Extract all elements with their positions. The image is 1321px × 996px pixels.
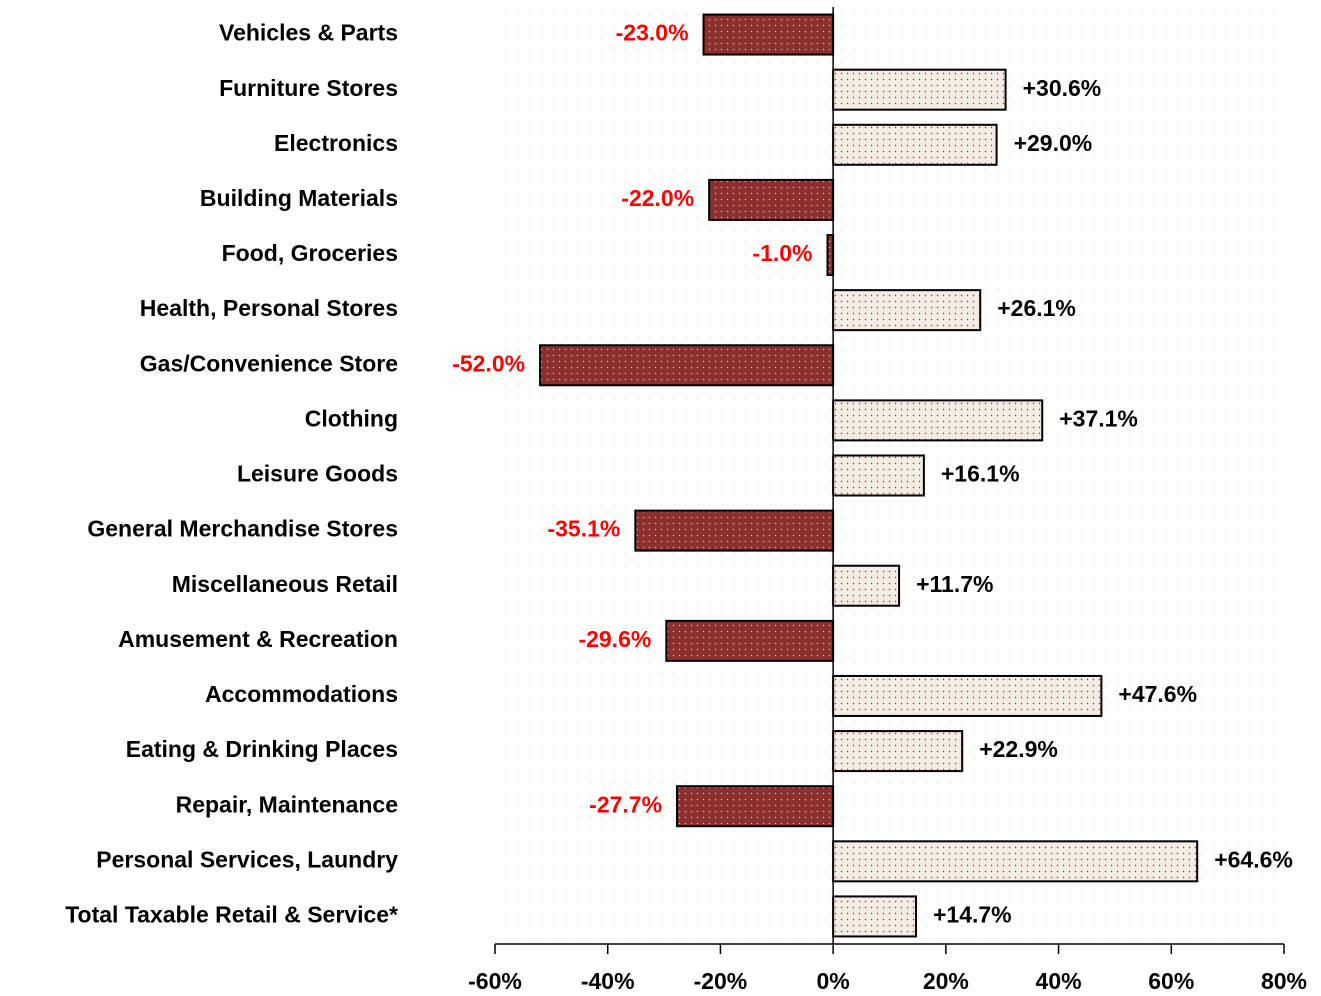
category-label: Food, Groceries [222,240,398,266]
value-label: -27.7% [589,791,662,817]
category-label: Vehicles & Parts [219,20,398,46]
bar [634,509,835,552]
bar [832,730,964,773]
value-label: +22.9% [979,736,1058,762]
category-label: Personal Services, Laundry [96,846,398,872]
bar [826,234,835,277]
bar [832,564,901,607]
category-label: Amusement & Recreation [118,626,398,652]
value-label: +11.7% [916,571,993,597]
category-label: Miscellaneous Retail [172,571,398,597]
bar [832,840,1199,883]
x-tick-label: 20% [923,968,969,994]
category-label: Eating & Drinking Places [126,736,398,762]
x-tick-label: 80% [1261,968,1307,994]
x-tick-label: 0% [817,968,850,994]
category-label: Electronics [274,130,398,156]
category-label: Building Materials [200,185,398,211]
x-tick-label: -20% [694,968,748,994]
bar [832,454,925,497]
value-label: +30.6% [1023,75,1102,101]
category-label: Accommodations [205,681,398,707]
value-label: +29.0% [1014,130,1093,156]
bar [539,344,835,387]
bar [702,13,835,56]
value-label: -23.0% [616,20,689,46]
value-label: +16.1% [941,461,1020,487]
value-label: +47.6% [1118,681,1197,707]
value-label: -29.6% [578,626,651,652]
x-tick-label: 60% [1148,968,1194,994]
x-tick-label: 40% [1036,968,1082,994]
x-tick-label: -40% [581,968,635,994]
value-label: +26.1% [997,295,1076,321]
bar [832,289,982,332]
bar [676,785,835,828]
category-label: Repair, Maintenance [176,791,398,817]
bar [708,178,835,221]
category-label: General Merchandise Stores [87,516,398,542]
x-tick-label: -60% [468,968,522,994]
value-label: -22.0% [621,185,694,211]
bar [832,674,1103,717]
bar [832,399,1044,442]
value-label: -52.0% [452,350,525,376]
value-label: +14.7% [933,902,1012,928]
category-label: Clothing [305,405,398,431]
bar [832,895,917,938]
bar [832,68,1007,111]
value-label: +64.6% [1214,846,1293,872]
category-label: Health, Personal Stores [140,295,398,321]
value-label: -35.1% [547,516,620,542]
category-label: Gas/Convenience Store [140,350,398,376]
category-label: Leisure Goods [237,461,398,487]
value-label: +37.1% [1059,405,1138,431]
bar [665,619,835,662]
value-label: -1.0% [752,240,812,266]
bar [832,123,998,166]
category-label: Total Taxable Retail & Service* [65,902,398,928]
category-label: Furniture Stores [219,75,398,101]
